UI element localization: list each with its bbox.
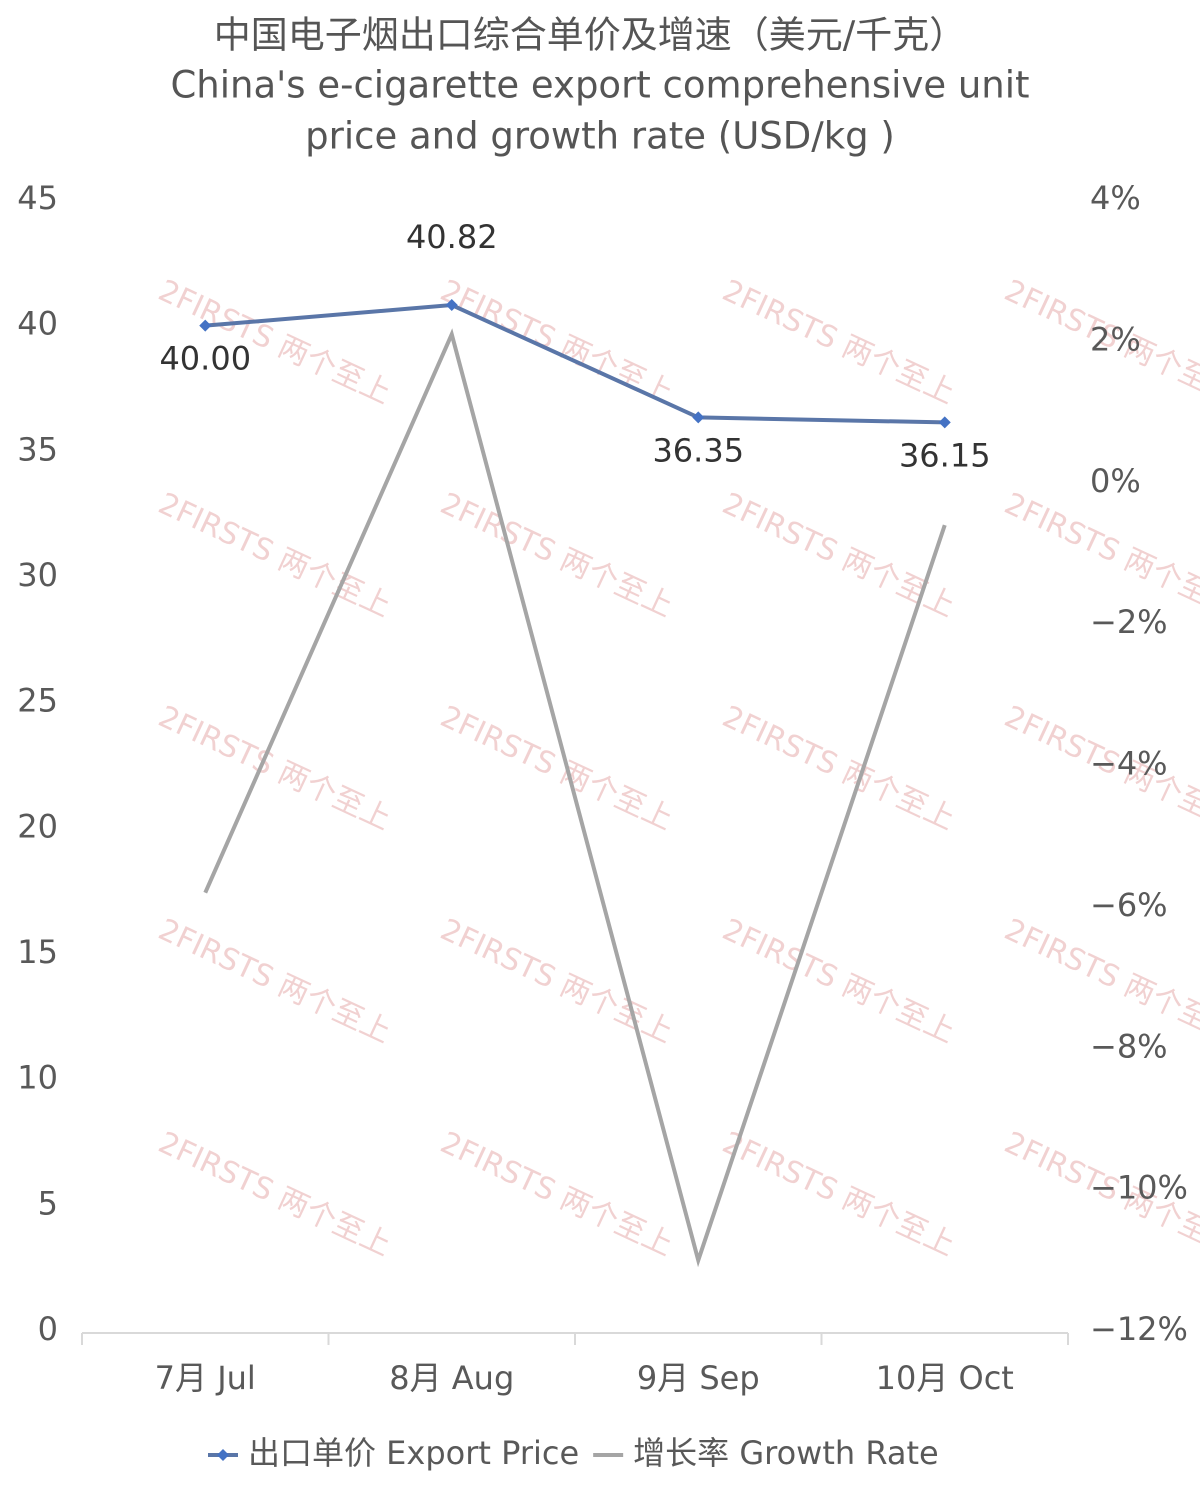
y-tick-label: 40 xyxy=(17,305,58,343)
point-marker xyxy=(938,416,951,429)
watermark: 2FIRSTS 两个至上 xyxy=(717,1125,960,1263)
y2-tick-label: 2% xyxy=(1090,320,1141,358)
y2-tick-label: 0% xyxy=(1090,462,1141,500)
watermark: 2FIRSTS 两个至上 xyxy=(153,1125,396,1263)
y-tick-label: 25 xyxy=(17,682,58,720)
y-tick-label: 15 xyxy=(17,933,58,971)
point-marker xyxy=(445,299,458,312)
watermark: 2FIRSTS 两个至上 xyxy=(435,486,678,624)
data-label: 36.15 xyxy=(899,436,991,474)
watermarks: 2FIRSTS 两个至上 2FIRSTS 两个至上 2FIRSTS 两个至上 2FIR… xyxy=(153,273,1200,1263)
x-tick-label: 9月 Sep xyxy=(637,1359,760,1397)
legend-marker xyxy=(217,1449,229,1461)
watermark: 2FIRSTS 两个至上 xyxy=(435,1125,678,1263)
y-tick-label: 0 xyxy=(38,1310,58,1348)
chart-title: China's e-cigarette export comprehensive… xyxy=(170,64,1029,107)
data-label: 40.82 xyxy=(406,218,498,256)
x-tick-label: 8月 Aug xyxy=(389,1359,514,1397)
watermark: 2FIRSTS 两个至上 xyxy=(435,699,678,837)
watermark: 2FIRSTS 两个至上 xyxy=(153,486,396,624)
y2-tick-label: −8% xyxy=(1090,1027,1168,1065)
chart-title: 中国电子烟出口综合单价及增速（美元/千克） xyxy=(214,14,966,57)
legend-label: 增长率 Growth Rate xyxy=(633,1434,939,1472)
x-tick-label: 7月 Jul xyxy=(155,1359,256,1397)
series-line xyxy=(203,328,947,1268)
series-line xyxy=(205,303,945,425)
watermark: 2FIRSTS 两个至上 xyxy=(435,912,678,1050)
x-tick-label: 10月 Oct xyxy=(876,1359,1014,1397)
y-tick-label: 5 xyxy=(38,1184,58,1222)
y2-tick-label: −6% xyxy=(1090,886,1168,924)
y2-tick-label: 4% xyxy=(1090,179,1141,217)
point-marker xyxy=(199,319,212,332)
data-label: 40.00 xyxy=(159,340,251,378)
chart-title: price and growth rate (USD/kg ) xyxy=(305,115,895,158)
y-tick-label: 30 xyxy=(17,556,58,594)
y2-tick-label: −2% xyxy=(1090,603,1168,641)
legend-label: 出口单价 Export Price xyxy=(248,1434,579,1472)
watermark: 2FIRSTS 两个至上 xyxy=(153,699,396,837)
y-tick-label: 20 xyxy=(17,807,58,845)
watermark: 2FIRSTS 两个至上 xyxy=(153,912,396,1050)
y-tick-label: 45 xyxy=(17,179,58,217)
watermark: 2FIRSTS 两个至上 xyxy=(717,699,960,837)
y-tick-label: 35 xyxy=(17,430,58,468)
watermark: 2FIRSTS 两个至上 xyxy=(717,486,960,624)
point-marker xyxy=(692,411,705,424)
watermark: 2FIRSTS 两个至上 xyxy=(717,912,960,1050)
y2-tick-label: −10% xyxy=(1090,1169,1188,1207)
y2-tick-label: −4% xyxy=(1090,745,1168,783)
data-label: 36.35 xyxy=(652,431,744,469)
y2-tick-label: −12% xyxy=(1090,1310,1188,1348)
y-tick-label: 10 xyxy=(17,1059,58,1097)
watermark: 2FIRSTS 两个至上 xyxy=(717,273,960,411)
